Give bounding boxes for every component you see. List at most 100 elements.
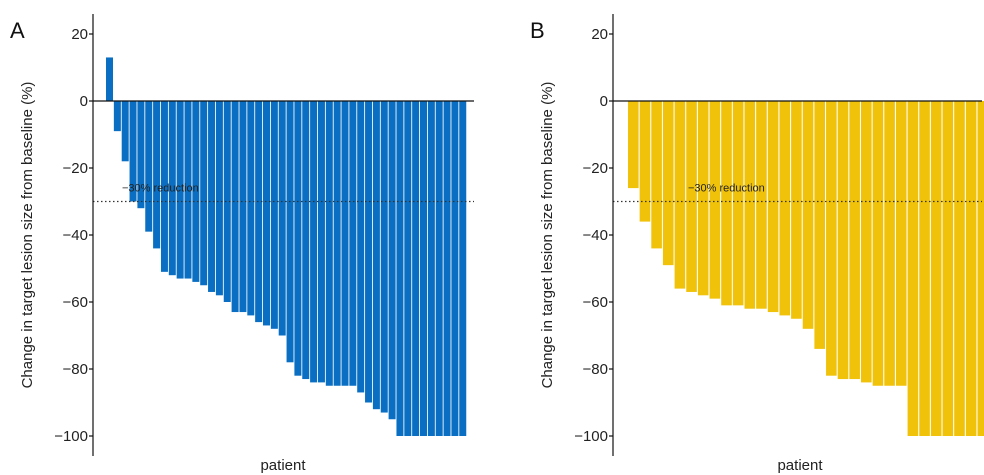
reference-line-label-a: −30% reduction — [122, 183, 199, 195]
bar-a-20 — [255, 101, 263, 323]
bar-a-2 — [113, 101, 121, 132]
y-tick-label-b--100: −100 — [574, 428, 608, 445]
bar-b-5 — [674, 101, 686, 289]
bar-b-4 — [662, 101, 674, 266]
bar-a-19 — [247, 101, 255, 316]
bar-a-12 — [192, 101, 200, 282]
bar-a-39 — [404, 101, 412, 436]
bar-b-27 — [930, 101, 942, 436]
bar-a-28 — [317, 101, 325, 383]
bar-a-5 — [137, 101, 145, 209]
panel-letter-b: B — [530, 18, 545, 43]
chart-panel-a: A −30% reduction 20 0 −20 −40 −60 −80 −100 Change… — [10, 14, 474, 474]
bar-a-37 — [388, 101, 396, 420]
bar-b-6 — [686, 101, 697, 292]
bar-a-24 — [286, 101, 294, 363]
bar-b-16 — [802, 101, 814, 329]
bar-a-14 — [208, 101, 216, 292]
y-tick-label-b-0: 0 — [600, 93, 608, 110]
y-axis-title-b: Change in target lesion size from baseli… — [539, 82, 556, 389]
bar-a-36 — [380, 101, 388, 413]
bar-a-33 — [357, 101, 365, 393]
bar-a-32 — [349, 101, 357, 386]
bar-a-26 — [302, 101, 310, 380]
y-tick-label-b--60: −60 — [583, 294, 608, 311]
bar-b-26 — [919, 101, 930, 436]
bar-a-43 — [435, 101, 443, 436]
y-tick-label-b--80: −80 — [583, 361, 608, 378]
bar-a-7 — [153, 101, 161, 249]
bar-a-38 — [396, 101, 404, 436]
bar-a-9 — [168, 101, 176, 276]
bar-a-6 — [145, 101, 153, 232]
bar-a-45 — [451, 101, 459, 436]
y-tick-label-b--40: −40 — [583, 227, 608, 244]
bar-a-22 — [270, 101, 278, 329]
bar-a-4 — [129, 101, 137, 202]
bar-a-25 — [294, 101, 302, 376]
y-tick-label-a-0: 0 — [80, 93, 88, 110]
bar-b-24 — [895, 101, 907, 386]
bar-a-8 — [160, 101, 168, 272]
bar-a-42 — [427, 101, 435, 436]
bar-b-7 — [697, 101, 709, 296]
bar-b-2 — [639, 101, 651, 222]
bar-a-46 — [459, 101, 467, 436]
bar-b-10 — [732, 101, 744, 306]
bar-a-18 — [239, 101, 247, 313]
y-tick-label-a--60: −60 — [63, 294, 88, 311]
bar-a-21 — [263, 101, 270, 326]
reference-line-label-b: −30% reduction — [688, 183, 765, 195]
bar-a-23 — [278, 101, 286, 336]
bar-a-13 — [200, 101, 208, 286]
bar-b-22 — [872, 101, 884, 386]
bar-a-17 — [231, 101, 239, 313]
bar-b-12 — [756, 101, 767, 309]
bar-a-40 — [412, 101, 420, 436]
bar-b-18 — [826, 101, 837, 376]
bar-a-15 — [215, 101, 223, 296]
bar-b-19 — [837, 101, 849, 380]
bar-a-10 — [176, 101, 184, 279]
bar-a-29 — [325, 101, 333, 386]
bar-b-13 — [767, 101, 779, 313]
panel-letter-a: A — [10, 18, 25, 43]
bar-b-31 — [977, 101, 984, 436]
bar-b-14 — [779, 101, 791, 316]
bar-b-28 — [942, 101, 954, 436]
bar-a-27 — [310, 101, 318, 383]
x-axis-title-b: patient — [777, 457, 823, 474]
bar-a-11 — [184, 101, 192, 279]
bar-b-20 — [849, 101, 860, 380]
bar-a-30 — [333, 101, 341, 386]
bar-b-11 — [744, 101, 756, 309]
bar-b-15 — [791, 101, 802, 319]
x-axis-title-a: patient — [260, 457, 306, 474]
bar-b-29 — [954, 101, 965, 436]
y-tick-label-b-20: 20 — [591, 26, 608, 43]
bar-a-1 — [106, 57, 113, 101]
y-tick-label-a--20: −20 — [63, 160, 88, 177]
bar-a-3 — [121, 101, 129, 162]
y-tick-label-a--80: −80 — [63, 361, 88, 378]
bar-a-34 — [365, 101, 373, 403]
bar-b-8 — [709, 101, 721, 299]
bar-b-17 — [814, 101, 825, 349]
bar-b-3 — [651, 101, 662, 249]
bar-b-9 — [721, 101, 732, 306]
bar-b-25 — [907, 101, 919, 436]
bar-b-30 — [965, 101, 977, 436]
chart-panel-b: B −30% reduction 20 0 −20 −40 −60 −80 −100 Change… — [530, 14, 984, 474]
bar-a-44 — [443, 101, 451, 436]
y-tick-label-a--40: −40 — [63, 227, 88, 244]
bar-b-21 — [861, 101, 872, 383]
bar-b-1 — [628, 101, 639, 189]
bar-b-23 — [884, 101, 895, 386]
bar-a-31 — [341, 101, 349, 386]
y-tick-label-a--100: −100 — [54, 428, 88, 445]
y-tick-label-a-20: 20 — [71, 26, 88, 43]
y-tick-label-b--20: −20 — [583, 160, 608, 177]
bar-a-16 — [223, 101, 231, 302]
bar-a-41 — [420, 101, 427, 436]
